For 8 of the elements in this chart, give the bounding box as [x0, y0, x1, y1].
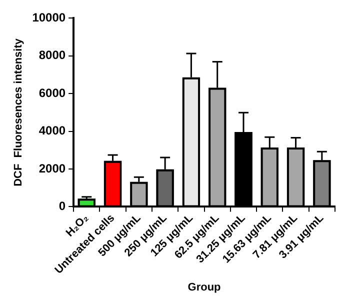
x-axis-title: Group	[188, 281, 222, 294]
y-tick-label: 4000	[38, 124, 66, 138]
y-tick-label: 6000	[38, 86, 66, 100]
y-tick-label: 10000	[32, 10, 66, 25]
y-tick-label: 2000	[38, 161, 66, 176]
y-tick-label: 8000	[38, 48, 66, 62]
y-tick-label: 0	[58, 199, 66, 214]
y-axis-title: DCF Fluoresences intensity	[12, 38, 25, 186]
